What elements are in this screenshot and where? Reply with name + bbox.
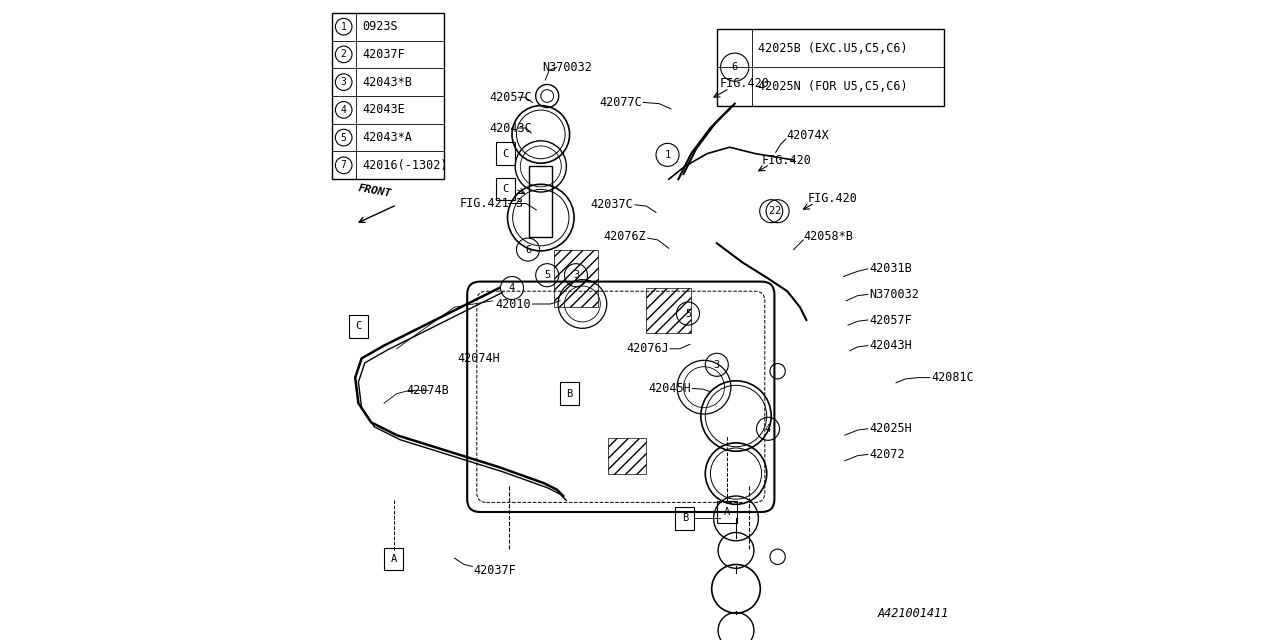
Text: 42025B (EXC.U5,C5,C6): 42025B (EXC.U5,C5,C6): [759, 42, 908, 54]
Text: 5: 5: [544, 270, 550, 280]
Text: B: B: [682, 513, 687, 524]
Text: C: C: [356, 321, 361, 332]
Text: FIG.420: FIG.420: [808, 192, 858, 205]
Bar: [718, 500, 737, 524]
Text: 1: 1: [664, 150, 671, 160]
Text: 42043*A: 42043*A: [362, 131, 412, 144]
Bar: [646, 288, 691, 333]
Text: 4: 4: [509, 283, 515, 293]
Text: 42074B: 42074B: [407, 384, 449, 397]
Text: 1: 1: [340, 22, 347, 31]
Text: 42016(-1302): 42016(-1302): [362, 159, 448, 172]
Text: A: A: [390, 554, 397, 564]
Text: 42057C: 42057C: [490, 91, 532, 104]
Text: 42072: 42072: [869, 448, 905, 461]
Text: FIG.421-3: FIG.421-3: [460, 197, 524, 210]
Text: C: C: [503, 184, 508, 194]
Text: 42058*B: 42058*B: [804, 230, 852, 243]
Text: 4: 4: [765, 424, 771, 434]
Bar: [348, 316, 369, 338]
Text: 3: 3: [340, 77, 347, 87]
Text: 3: 3: [714, 360, 719, 370]
Text: 42057F: 42057F: [869, 314, 911, 326]
Text: 42045H: 42045H: [649, 382, 691, 395]
Text: FIG.420: FIG.420: [719, 77, 769, 90]
Text: A421001411: A421001411: [877, 607, 948, 620]
Bar: [497, 177, 515, 200]
Text: 4: 4: [340, 105, 347, 115]
Text: 42081C: 42081C: [932, 371, 974, 384]
Text: 42043*B: 42043*B: [362, 76, 412, 88]
Bar: [332, 13, 444, 179]
Text: 3: 3: [573, 270, 579, 280]
Text: 42074X: 42074X: [786, 129, 828, 142]
Text: 42074H: 42074H: [458, 352, 500, 365]
Text: A: A: [724, 507, 730, 517]
Text: C: C: [503, 148, 508, 159]
Text: FRONT: FRONT: [357, 182, 392, 198]
Text: N370032: N370032: [869, 288, 919, 301]
Text: B: B: [567, 388, 572, 399]
Text: 5: 5: [685, 308, 691, 319]
Text: 42031B: 42031B: [869, 262, 911, 275]
Text: 42037F: 42037F: [362, 48, 404, 61]
Text: 7: 7: [340, 161, 347, 170]
Text: 2: 2: [768, 206, 774, 216]
Bar: [561, 383, 580, 405]
Text: FIG.420: FIG.420: [762, 154, 812, 166]
Bar: [384, 548, 403, 570]
Text: N370032: N370032: [543, 61, 591, 74]
Text: 0923S: 0923S: [362, 20, 398, 33]
Bar: [530, 166, 553, 237]
Text: 42037F: 42037F: [474, 564, 516, 577]
Bar: [676, 507, 695, 530]
Text: 42025N (FOR U5,C5,C6): 42025N (FOR U5,C5,C6): [759, 80, 908, 93]
Text: 5: 5: [340, 132, 347, 143]
Text: 42037C: 42037C: [591, 198, 634, 211]
Text: 42076Z: 42076Z: [604, 230, 646, 243]
Text: 2: 2: [340, 49, 347, 60]
Text: 42043E: 42043E: [362, 104, 404, 116]
Text: 42076J: 42076J: [626, 342, 668, 355]
Bar: [497, 143, 515, 165]
Text: 42077C: 42077C: [599, 96, 643, 109]
Text: 42043C: 42043C: [490, 122, 532, 134]
Text: 42025H: 42025H: [869, 422, 911, 435]
Bar: [608, 438, 646, 474]
Text: 6: 6: [732, 62, 737, 72]
Text: 6: 6: [525, 244, 531, 255]
Bar: [554, 250, 599, 307]
Text: 42010: 42010: [495, 298, 531, 310]
Text: 2: 2: [774, 206, 781, 216]
Text: 42043H: 42043H: [869, 339, 911, 352]
Bar: [717, 29, 945, 106]
